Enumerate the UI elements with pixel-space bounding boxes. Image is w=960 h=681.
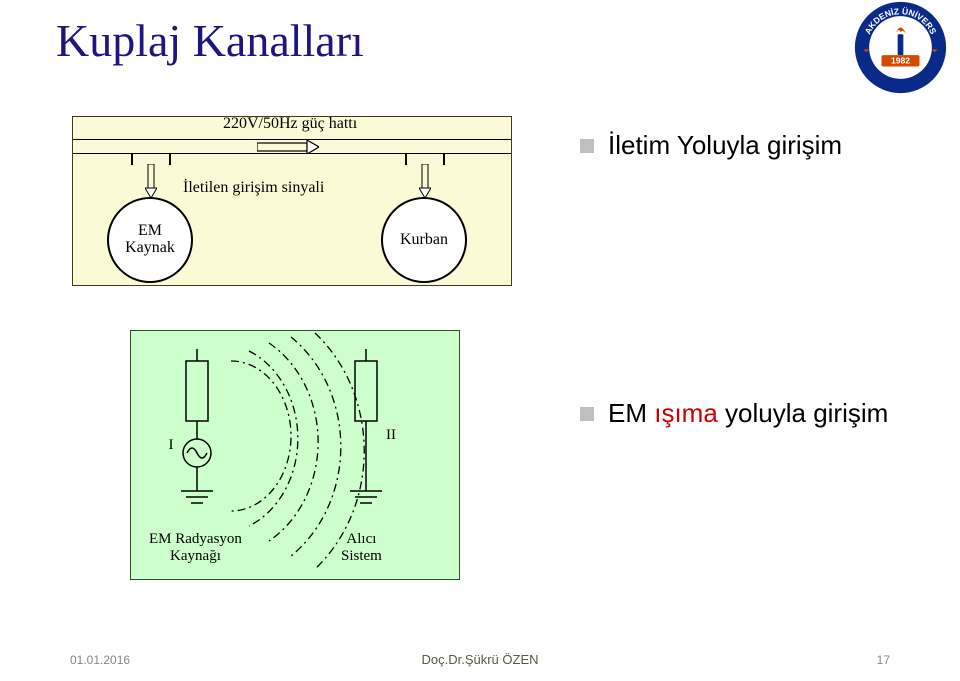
bullet-text: İletim Yoluyla girişim bbox=[608, 130, 842, 161]
em-source-node-label: EM Kaynak bbox=[125, 223, 175, 257]
radiated-coupling-diagram: I II EM Radyasyon Kaynağı Alıcı Sistem bbox=[130, 330, 460, 580]
receiver-label: Alıcı Sistem bbox=[341, 531, 382, 564]
bullet-prefix: EM bbox=[608, 398, 654, 428]
bullet-radiated: EM ışıma yoluyla girişim bbox=[580, 398, 888, 429]
signal-arrow-icon bbox=[257, 140, 319, 154]
svg-text:I: I bbox=[169, 437, 174, 453]
footer-date: 01.01.2016 bbox=[70, 653, 130, 667]
down-arrow-icon bbox=[145, 164, 155, 194]
radiation-source-label: EM Radyasyon Kaynağı bbox=[149, 531, 242, 564]
svg-text:II: II bbox=[386, 427, 396, 443]
svg-text:1982: 1982 bbox=[891, 56, 910, 66]
victim-node: Kurban bbox=[381, 197, 467, 283]
university-logo: AKDENİZ ÜNİVERS 1982 bbox=[853, 0, 948, 95]
footer-author: Doç.Dr.Şükrü ÖZEN bbox=[421, 652, 538, 667]
footer-page: 17 bbox=[877, 653, 890, 667]
signal-label: İletilen girişim sinyali bbox=[183, 179, 324, 197]
bullet-suffix: yoluyla girişim bbox=[718, 398, 889, 428]
bullet-icon bbox=[580, 407, 594, 421]
em-source-node: EM Kaynak bbox=[107, 197, 193, 283]
bullet-text: EM ışıma yoluyla girişim bbox=[608, 398, 888, 429]
victim-node-label: Kurban bbox=[400, 232, 448, 249]
bullet-icon bbox=[580, 139, 594, 153]
power-line-label: 220V/50Hz güç hattı bbox=[223, 115, 357, 133]
down-arrow-icon bbox=[419, 164, 429, 194]
bullet-red: ışıma bbox=[654, 398, 718, 428]
bullet-conducted: İletim Yoluyla girişim bbox=[580, 130, 842, 161]
conducted-coupling-diagram: 220V/50Hz güç hattı İletilen girişim sin… bbox=[72, 116, 512, 286]
page-title: Kuplaj Kanalları bbox=[56, 14, 364, 67]
